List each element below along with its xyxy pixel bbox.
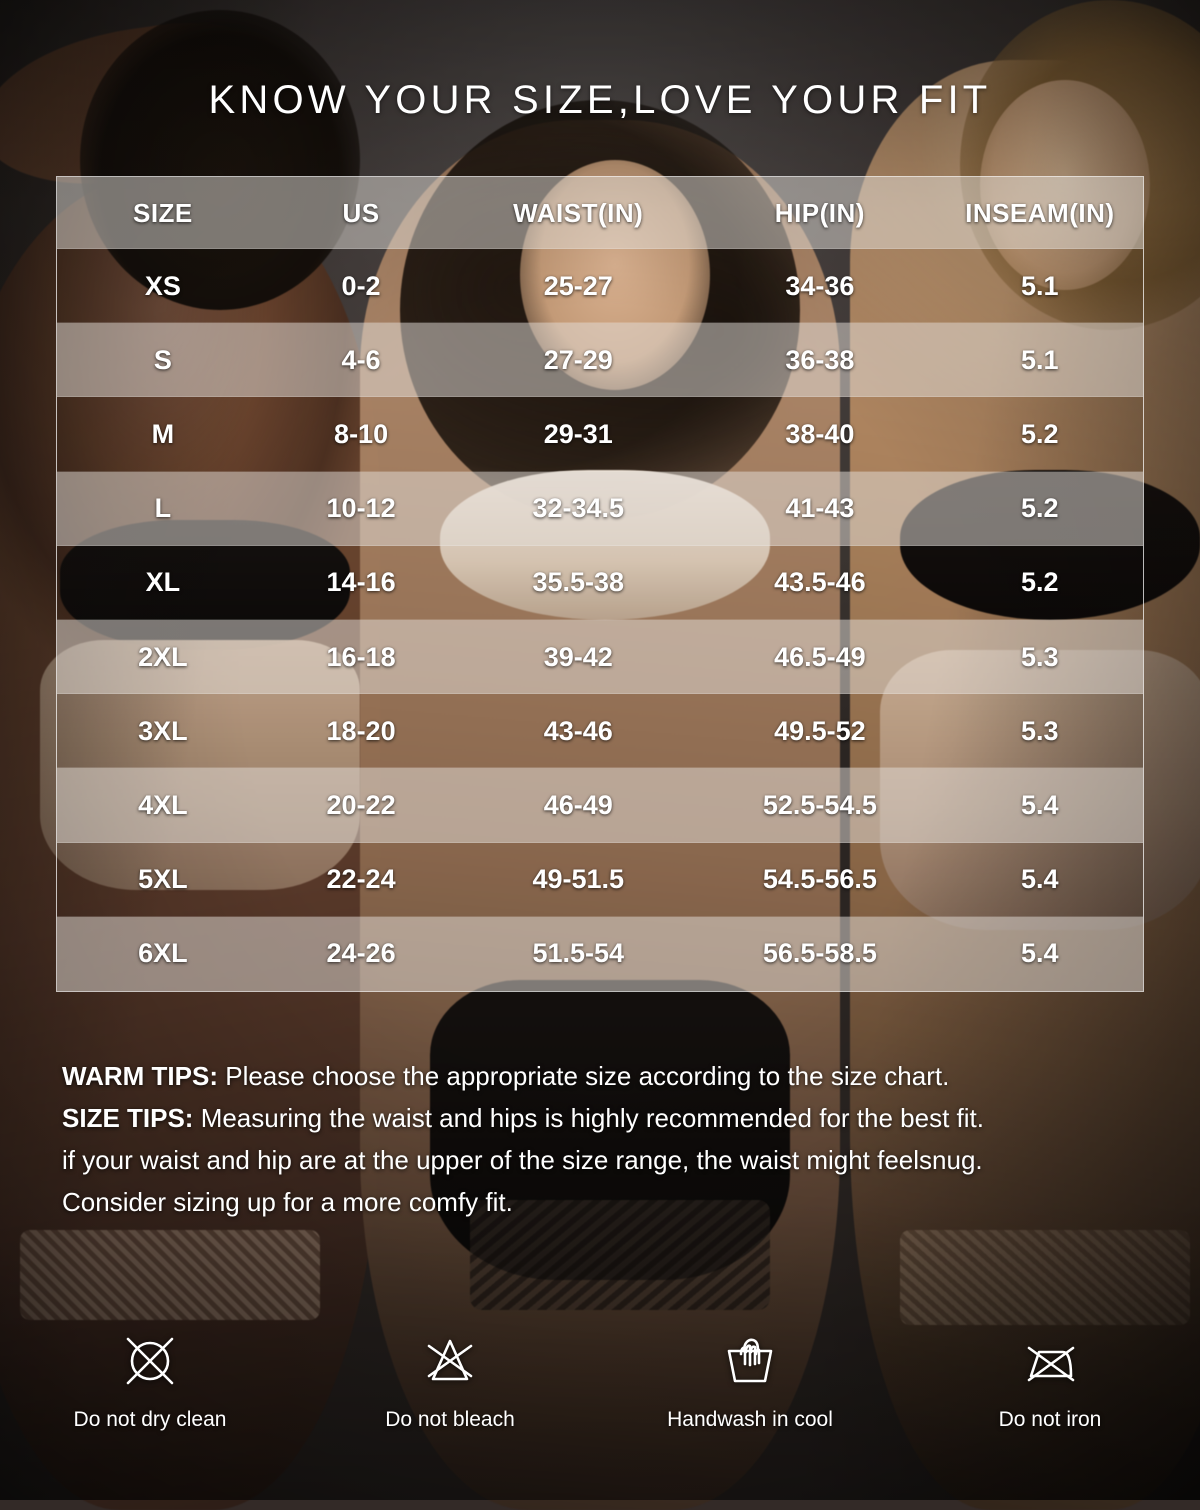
table-header-row: SIZE US WAIST(IN) HIP(IN) INSEAM(IN) (57, 177, 1143, 249)
cell-size: M (151, 418, 175, 449)
cell-waist: 39-42 (543, 641, 613, 672)
cell-waist: 46-49 (543, 789, 613, 820)
cell-size: XS (144, 270, 181, 301)
care-item-handwash: Handwash in cool (600, 1330, 900, 1432)
cell-waist: 51.5-54 (532, 938, 625, 969)
cell-inseam: 5.3 (1021, 715, 1059, 746)
cell-size: S (153, 344, 172, 375)
cell-size: L (154, 493, 172, 524)
cell-us: 4-6 (341, 344, 381, 375)
cell-waist: 32-34.5 (532, 493, 625, 524)
care-label: Do not dry clean (73, 1408, 227, 1431)
care-item-dry-clean: Do not dry clean (0, 1330, 300, 1432)
cell-size: XL (145, 567, 181, 598)
warm-tips-label: WARM TIPS: (62, 1061, 218, 1091)
table-body: XS 0-2 25-27 34-36 5.1 S 4-6 27-29 36-38… (57, 249, 1143, 991)
cell-hip: 43.5-46 (774, 567, 866, 598)
do-not-dry-clean-icon (119, 1330, 181, 1392)
table-row: 6XL 24-26 51.5-54 56.5-58.5 5.4 (57, 916, 1143, 991)
table-row: 4XL 20-22 46-49 52.5-54.5 5.4 (57, 768, 1143, 843)
cell-hip: 38-40 (785, 418, 855, 449)
cell-inseam: 5.4 (1021, 864, 1059, 895)
column-header-waist: WAIST(IN) (513, 197, 644, 228)
care-label: Do not iron (998, 1408, 1102, 1431)
column-header-hip: HIP(IN) (774, 197, 865, 228)
handwash-icon (719, 1330, 781, 1392)
size-chart-table: SIZE US WAIST(IN) HIP(IN) INSEAM(IN) XS … (57, 177, 1143, 991)
table-row: 5XL 22-24 49-51.5 54.5-56.5 5.4 (57, 843, 1143, 917)
column-header-us: US (342, 197, 380, 228)
care-label: Handwash in cool (667, 1408, 833, 1431)
cell-us: 20-22 (326, 789, 396, 820)
cell-waist: 49-51.5 (532, 864, 625, 895)
cell-inseam: 5.2 (1021, 567, 1059, 598)
cell-inseam: 5.3 (1021, 641, 1059, 672)
care-item-iron: Do not iron (900, 1330, 1200, 1432)
tips-block: WARM TIPS: Please choose the appropriate… (62, 1055, 1152, 1223)
cell-waist: 25-27 (543, 270, 613, 301)
cell-inseam: 5.1 (1021, 344, 1059, 375)
cell-waist: 29-31 (543, 418, 613, 449)
cell-us: 22-24 (326, 864, 396, 895)
table-row: S 4-6 27-29 36-38 5.1 (57, 323, 1143, 398)
table-row: XL 14-16 35.5-38 43.5-46 5.2 (57, 546, 1143, 620)
table-row: 2XL 16-18 39-42 46.5-49 5.3 (57, 619, 1143, 695)
size-tips-text: Measuring the waist and hips is highly r… (193, 1103, 984, 1133)
warm-tips-line: WARM TIPS: Please choose the appropriate… (62, 1055, 1152, 1097)
cell-us: 10-12 (326, 493, 396, 524)
cell-size: 2XL (138, 641, 188, 672)
size-tips-label: SIZE TIPS: (62, 1103, 194, 1133)
cell-hip: 46.5-49 (774, 641, 866, 672)
cell-hip: 54.5-56.5 (762, 864, 877, 895)
cell-us: 24-26 (326, 938, 396, 969)
column-header-inseam: INSEAM(IN) (965, 197, 1115, 228)
cell-hip: 36-38 (785, 344, 855, 375)
cell-us: 0-2 (341, 270, 381, 301)
warm-tips-text: Please choose the appropriate size accor… (218, 1061, 950, 1091)
cell-us: 8-10 (334, 418, 389, 449)
table-row: 3XL 18-20 43-46 49.5-52 5.3 (57, 694, 1143, 768)
cell-hip: 49.5-52 (774, 715, 866, 746)
column-header-size: SIZE (132, 197, 193, 228)
table-row: XS 0-2 25-27 34-36 5.1 (57, 249, 1143, 323)
cell-us: 16-18 (326, 641, 396, 672)
cell-size: 6XL (138, 938, 188, 969)
cell-hip: 34-36 (785, 270, 855, 301)
cell-inseam: 5.4 (1021, 789, 1059, 820)
table-row: M 8-10 29-31 38-40 5.2 (57, 397, 1143, 471)
do-not-bleach-icon (419, 1330, 481, 1392)
cell-inseam: 5.4 (1021, 938, 1059, 969)
table-row: L 10-12 32-34.5 41-43 5.2 (57, 471, 1143, 546)
table-head: SIZE US WAIST(IN) HIP(IN) INSEAM(IN) (57, 177, 1143, 249)
cell-inseam: 5.2 (1021, 493, 1059, 524)
cell-hip: 52.5-54.5 (762, 789, 877, 820)
care-instructions-row: Do not dry clean Do not bleach (0, 1330, 1200, 1432)
cell-us: 18-20 (326, 715, 396, 746)
tips-line-3: if your waist and hip are at the upper o… (62, 1145, 983, 1175)
cell-waist: 27-29 (543, 344, 613, 375)
cell-hip: 56.5-58.5 (762, 938, 877, 969)
cell-size: 3XL (138, 715, 188, 746)
cell-size: 5XL (138, 864, 188, 895)
do-not-iron-icon (1019, 1330, 1081, 1392)
size-tips-line: SIZE TIPS: Measuring the waist and hips … (62, 1097, 1152, 1139)
care-label: Do not bleach (385, 1408, 515, 1431)
care-item-bleach: Do not bleach (300, 1330, 600, 1432)
tips-line-4: Consider sizing up for a more comfy fit. (62, 1187, 513, 1217)
cell-us: 14-16 (326, 567, 396, 598)
page-title: KNOW YOUR SIZE,LOVE YOUR FIT (208, 78, 992, 122)
cell-hip: 41-43 (785, 493, 855, 524)
cell-size: 4XL (138, 789, 188, 820)
cell-waist: 43-46 (543, 715, 613, 746)
cell-inseam: 5.2 (1021, 418, 1059, 449)
cell-waist: 35.5-38 (532, 567, 625, 598)
size-chart-table-wrapper: SIZE US WAIST(IN) HIP(IN) INSEAM(IN) XS … (56, 176, 1144, 992)
cell-inseam: 5.1 (1021, 270, 1059, 301)
